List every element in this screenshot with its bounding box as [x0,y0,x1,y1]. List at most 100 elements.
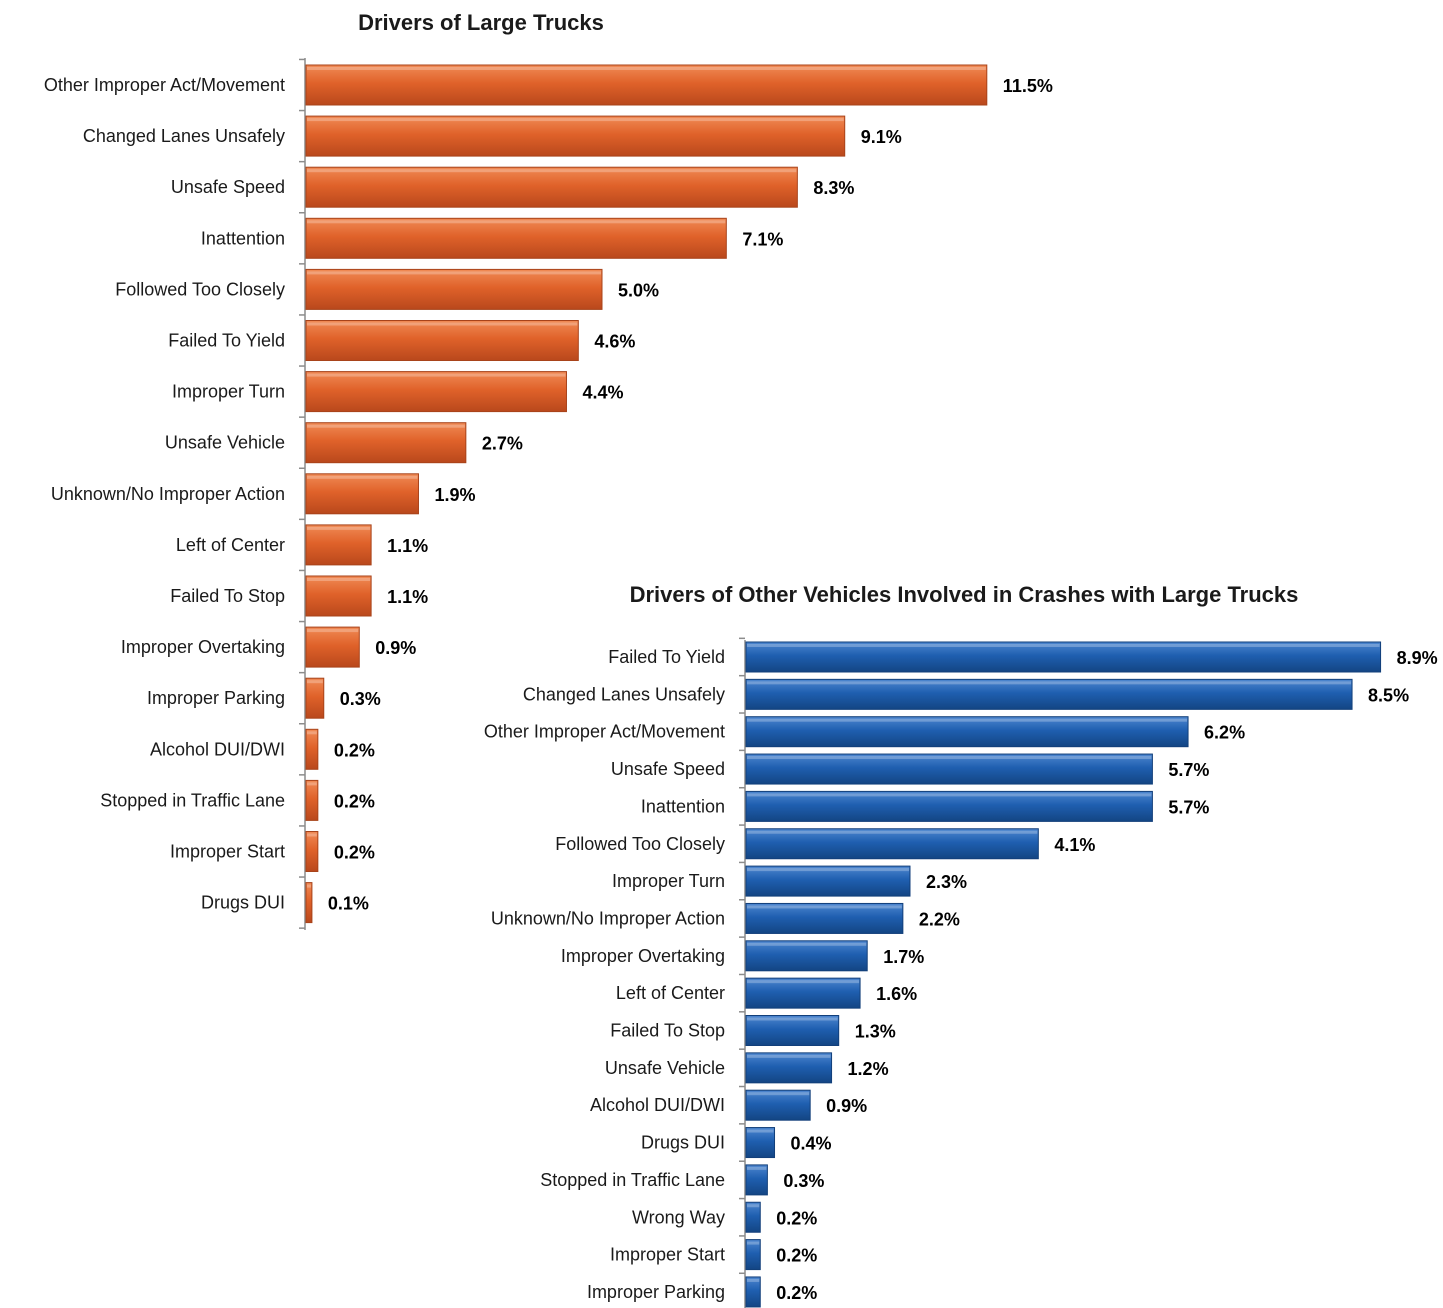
large-trucks-category-label: Failed To Stop [170,586,285,606]
other-vehicles-bar [745,790,1153,822]
large-trucks-value-label: 1.9% [434,485,475,505]
large-trucks-bar [305,728,319,770]
large-trucks-bar-highlight [307,782,317,786]
large-trucks-bar [305,166,798,208]
other-vehicles-bar-highlight [747,718,1188,722]
other-vehicles-value-label: 0.2% [776,1208,817,1228]
large-trucks-category-label: Improper Parking [147,688,285,708]
large-trucks-bar-highlight [307,578,371,581]
large-trucks-category-label: Improper Turn [172,382,285,402]
other-vehicles-bar [745,1052,833,1084]
other-vehicles-value-label: 0.9% [826,1096,867,1116]
other-vehicles-category-label: Other Improper Act/Movement [484,722,725,742]
large-trucks-bar-highlight [307,67,986,70]
other-vehicles-bar [745,828,1039,860]
large-trucks-category-label: Unknown/No Improper Action [51,484,285,504]
large-trucks-bar-highlight [307,169,797,173]
large-trucks-bar [305,575,372,617]
other-vehicles-bar-highlight [747,793,1152,797]
other-vehicles-value-label: 2.3% [926,872,967,892]
other-vehicles-category-label: Unknown/No Improper Action [491,908,725,928]
other-vehicles-bar-highlight [747,1054,831,1058]
large-trucks-category-label: Stopped in Traffic Lane [100,790,285,810]
other-vehicles-bar [745,641,1382,673]
other-vehicles-category-label: Followed Too Closely [555,834,725,854]
large-trucks-bar [305,217,727,259]
other-vehicles-bar-highlight [747,681,1352,685]
large-trucks-value-label: 2.7% [482,434,523,454]
other-vehicles-bar-highlight [747,1241,760,1245]
large-trucks-bar-highlight [307,424,465,428]
large-trucks-value-label: 5.0% [618,280,659,300]
other-vehicles-value-label: 0.2% [776,1283,817,1303]
other-vehicles-value-label: 1.7% [883,947,924,967]
large-trucks-bar [305,779,319,821]
other-vehicles-value-label: 2.2% [919,909,960,929]
large-trucks-category-label: Unsafe Vehicle [165,433,285,453]
other-vehicles-bar [745,716,1189,748]
other-vehicles-category-label: Improper Parking [587,1282,725,1302]
other-vehicles-category-label: Failed To Yield [608,647,725,667]
large-trucks-bar-highlight [307,220,726,224]
large-trucks-bar [305,524,372,566]
other-vehicles-bar [745,1164,768,1196]
other-vehicles-category-label: Alcohol DUI/DWI [590,1095,725,1115]
other-vehicles-bar-highlight [747,1204,760,1208]
other-vehicles-category-label: Failed To Stop [610,1021,725,1041]
other-vehicles-category-label: Unsafe Vehicle [605,1058,725,1078]
other-vehicles-value-label: 5.7% [1168,797,1209,817]
large-trucks-bar [305,831,319,872]
other-vehicles-bar-highlight [747,905,902,909]
chart-other-vehicles-marks: Failed To Yield 8.9% Changed Lanes Unsafel… [484,637,1438,1308]
large-trucks-category-label: Other Improper Act/Movement [44,75,285,95]
chart-title-other-vehicles: Drivers of Other Vehicles Involved in Cr… [630,582,1299,607]
other-vehicles-category-label: Changed Lanes Unsafely [523,684,725,704]
large-trucks-value-label: 0.2% [334,740,375,760]
large-trucks-bar-highlight [307,680,323,684]
other-vehicles-value-label: 0.4% [791,1134,832,1154]
other-vehicles-bar-highlight [747,1129,774,1133]
chart-other-vehicles: Drivers of Other Vehicles Involved in Cr… [484,582,1438,1308]
other-vehicles-bar [745,1127,776,1159]
large-trucks-bar [305,371,567,413]
large-trucks-value-label: 4.4% [582,383,623,403]
large-trucks-bar [305,677,325,719]
other-vehicles-bar [745,1276,761,1308]
large-trucks-value-label: 11.5% [1003,76,1053,96]
large-trucks-value-label: 0.1% [328,894,369,914]
large-trucks-bar [305,64,988,106]
large-trucks-bar-highlight [307,526,371,530]
other-vehicles-bar-highlight [747,1278,760,1282]
large-trucks-value-label: 7.1% [742,229,783,249]
large-trucks-category-label: Alcohol DUI/DWI [150,739,285,759]
other-vehicles-bar [745,1239,761,1271]
other-vehicles-value-label: 4.1% [1054,835,1095,855]
other-vehicles-category-label: Left of Center [616,983,725,1003]
large-trucks-bar-highlight [307,271,601,275]
large-trucks-category-label: Drugs DUI [201,893,285,913]
other-vehicles-category-label: Drugs DUI [641,1133,725,1153]
other-vehicles-value-label: 1.3% [855,1022,896,1042]
other-vehicles-category-label: Stopped in Traffic Lane [540,1170,725,1190]
chart-title-large-trucks: Drivers of Large Trucks [358,10,604,35]
large-trucks-bar-highlight [307,475,418,479]
large-trucks-bar [305,422,467,464]
large-trucks-value-label: 1.1% [387,536,428,556]
other-vehicles-bar [745,865,911,897]
other-vehicles-value-label: 8.9% [1397,648,1438,668]
large-trucks-bar-highlight [307,833,317,837]
other-vehicles-value-label: 1.6% [876,984,917,1004]
other-vehicles-bar-highlight [747,1092,810,1096]
other-vehicles-bar-highlight [747,868,909,872]
large-trucks-category-label: Improper Start [170,842,285,862]
other-vehicles-category-label: Inattention [641,796,725,816]
other-vehicles-bar-highlight [747,1166,767,1170]
other-vehicles-category-label: Improper Overtaking [561,946,725,966]
large-trucks-value-label: 0.2% [334,843,375,863]
large-trucks-category-label: Changed Lanes Unsafely [83,126,285,146]
large-trucks-value-label: 1.1% [387,587,428,607]
other-vehicles-value-label: 8.5% [1368,685,1409,705]
large-trucks-category-label: Unsafe Speed [171,177,285,197]
large-trucks-bar-highlight [307,731,317,735]
